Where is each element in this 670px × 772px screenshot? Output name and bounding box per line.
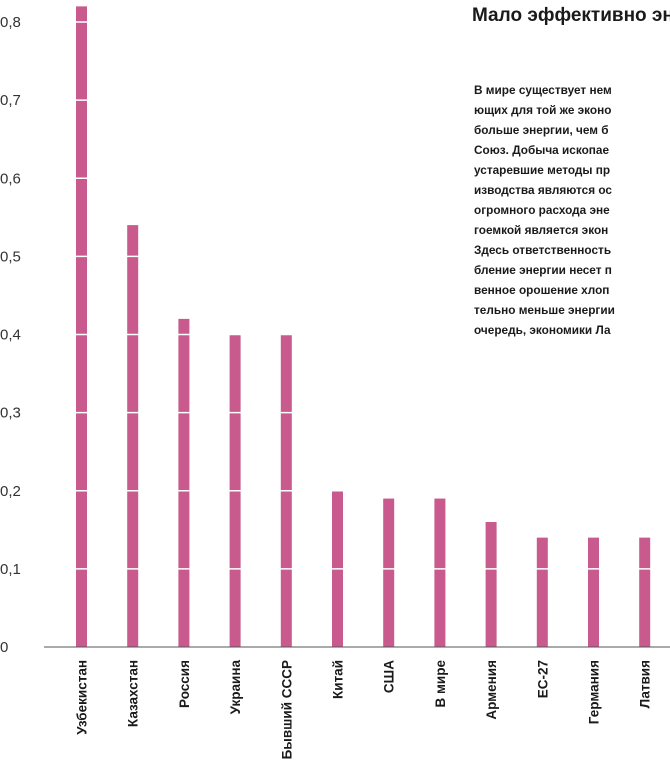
bar	[178, 318, 190, 647]
x-tick-label: В мире	[433, 660, 448, 708]
x-tick-label: Германия	[587, 660, 602, 724]
x-tick-label: Россия	[177, 660, 192, 708]
y-tick-label: 0,8	[0, 14, 21, 31]
x-tick-label: Казахстан	[126, 660, 141, 727]
x-tick-label: ЕС-27	[535, 660, 550, 698]
x-tick-label: Узбекистан	[75, 660, 90, 735]
bar	[485, 522, 497, 647]
annotation-line: бление энергии несет п	[474, 263, 612, 277]
y-tick-label: 0,1	[0, 561, 21, 578]
annotation-line: ющих для той же эконо	[474, 103, 612, 117]
x-tick-label: Латвия	[638, 660, 653, 708]
annotation-body: В мире существует нем ющих для той же эк…	[474, 80, 670, 340]
y-tick-label: 0,6	[0, 170, 21, 187]
annotation-line: Союз. Добыча ископае	[474, 143, 610, 157]
bar	[536, 537, 548, 647]
annotation-title: Мало эффективно энергии	[472, 5, 670, 26]
x-tick-label: Армения	[484, 660, 499, 720]
x-tick-label: Украина	[228, 660, 243, 715]
annotation-line: больше энергии, чем б	[474, 123, 609, 137]
annotation-line: устаревшие методы пр	[474, 163, 611, 177]
annotation-line: В мире существует нем	[474, 83, 612, 97]
bar	[639, 537, 651, 647]
annotation-line: венное орошение хлоп	[474, 283, 610, 297]
annotation-line: тельно меньше энергии	[474, 303, 615, 317]
annotation-line: Здесь ответственность	[474, 243, 612, 257]
y-tick-label: 0,2	[0, 483, 21, 500]
bar	[127, 225, 139, 647]
x-tick-label: США	[382, 660, 397, 693]
bar	[434, 498, 446, 647]
y-tick-label: 0	[0, 639, 8, 656]
y-tick-label: 0,5	[0, 248, 21, 265]
bar	[588, 537, 599, 647]
bar	[383, 498, 395, 647]
annotation-line: гоемкой является экон	[474, 223, 609, 237]
y-tick-label: 0,3	[0, 405, 21, 422]
x-tick-label: Бывший СССР	[279, 660, 294, 759]
annotation-panel: Мало эффективно энергии В мире существуе…	[472, 0, 670, 420]
y-tick-label: 0,4	[0, 327, 21, 344]
x-tick-label: Китай	[331, 660, 346, 699]
annotation-line: изводства являются ос	[474, 183, 612, 197]
y-tick-label: 0,7	[0, 92, 21, 109]
bar	[76, 6, 87, 647]
annotation-line: огромного расхода эне	[474, 203, 610, 217]
annotation-line: очередь, экономики Ла	[474, 323, 611, 337]
